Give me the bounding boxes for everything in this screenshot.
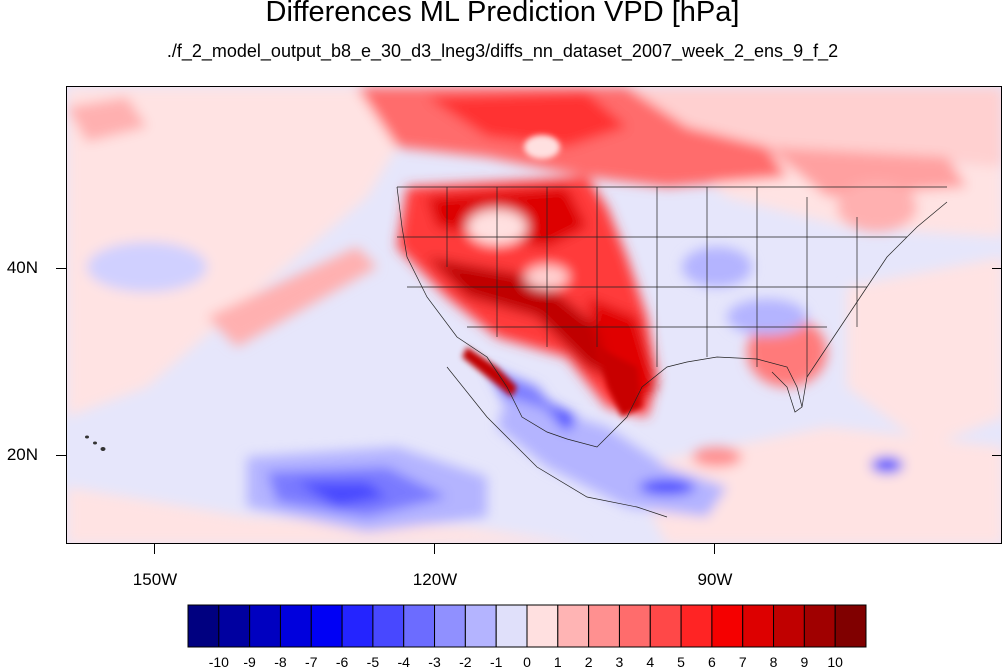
- colorbar-label: 5: [677, 654, 685, 670]
- colorbar-swatch: [495, 604, 528, 648]
- colorbar-swatch: [310, 604, 343, 648]
- colorbar-label: 7: [738, 654, 747, 670]
- colorbar-label: -3: [428, 654, 441, 670]
- colorbar-swatch: [773, 604, 805, 648]
- lon-tick-90w: [714, 544, 715, 554]
- colorbar-swatch: [187, 604, 220, 648]
- map-plot-area: [66, 86, 1002, 544]
- colorbar-swatch: [279, 604, 312, 648]
- lat-tick-20n-right: [992, 455, 1002, 456]
- lon-tick-120w: [434, 544, 435, 554]
- colorbar-swatch: [434, 604, 466, 648]
- lon-label-120w: 120W: [412, 570, 458, 589]
- lon-tick-150w: [154, 544, 155, 554]
- colorbar-label: -8: [274, 654, 287, 670]
- vpd-difference-field: [67, 87, 1001, 543]
- colorbar-swatch: [649, 604, 682, 648]
- colorbar-label: 6: [708, 654, 716, 670]
- colorbar-label: -6: [335, 654, 349, 670]
- map-subtitle: ./f_2_model_output_b8_e_30_d3_lneg3/diff…: [166, 41, 839, 61]
- colorbar-swatch: [341, 604, 374, 648]
- colorbar-swatch: [711, 604, 744, 648]
- lon-label-150w: 150W: [132, 570, 178, 589]
- colorbar-swatch: [403, 604, 436, 648]
- colorbar: [187, 604, 867, 648]
- colorbar-swatch: [618, 604, 651, 648]
- colorbar-swatch: [742, 604, 775, 648]
- colorbar-label: 0: [523, 654, 531, 670]
- colorbar-label: -4: [397, 654, 410, 670]
- colorbar-swatch: [834, 604, 867, 648]
- map-title: Differences ML Prediction VPD [hPa]: [265, 0, 740, 28]
- colorbar-swatch: [680, 604, 713, 648]
- coastlines: [396, 186, 948, 518]
- colorbar-swatch: [372, 604, 405, 648]
- lat-label-20n: 20N: [6, 445, 38, 464]
- colorbar-label: 3: [615, 654, 624, 670]
- colorbar-label: -5: [366, 654, 380, 670]
- colorbar-label: 4: [646, 654, 655, 670]
- colorbar-swatch: [803, 604, 836, 648]
- colorbar-label: -1: [489, 654, 503, 670]
- colorbar-swatch: [588, 604, 620, 648]
- colorbar-swatch: [557, 604, 590, 648]
- colorbar-label: 9: [800, 654, 809, 670]
- colorbar-swatch: [464, 604, 497, 648]
- colorbar-label: -2: [459, 654, 472, 670]
- colorbar-label: -10: [208, 654, 229, 670]
- lat-tick-40n-right: [992, 268, 1002, 269]
- colorbar-label: 1: [553, 654, 562, 670]
- colorbar-label: -7: [305, 654, 318, 670]
- lat-label-40n: 40N: [6, 258, 38, 277]
- colorbar-label: -9: [243, 654, 256, 670]
- colorbar-swatch: [526, 604, 559, 648]
- colorbar-label: 2: [584, 654, 593, 670]
- colorbar-label: 10: [827, 654, 843, 670]
- lat-tick-20n-left: [56, 455, 66, 456]
- lat-tick-40n-left: [56, 268, 66, 269]
- colorbar-swatch: [249, 604, 281, 648]
- lon-label-90w: 90W: [697, 570, 733, 589]
- field-detail: [462, 135, 642, 417]
- colorbar-label: 8: [769, 654, 778, 670]
- colorbar-swatch: [218, 604, 251, 648]
